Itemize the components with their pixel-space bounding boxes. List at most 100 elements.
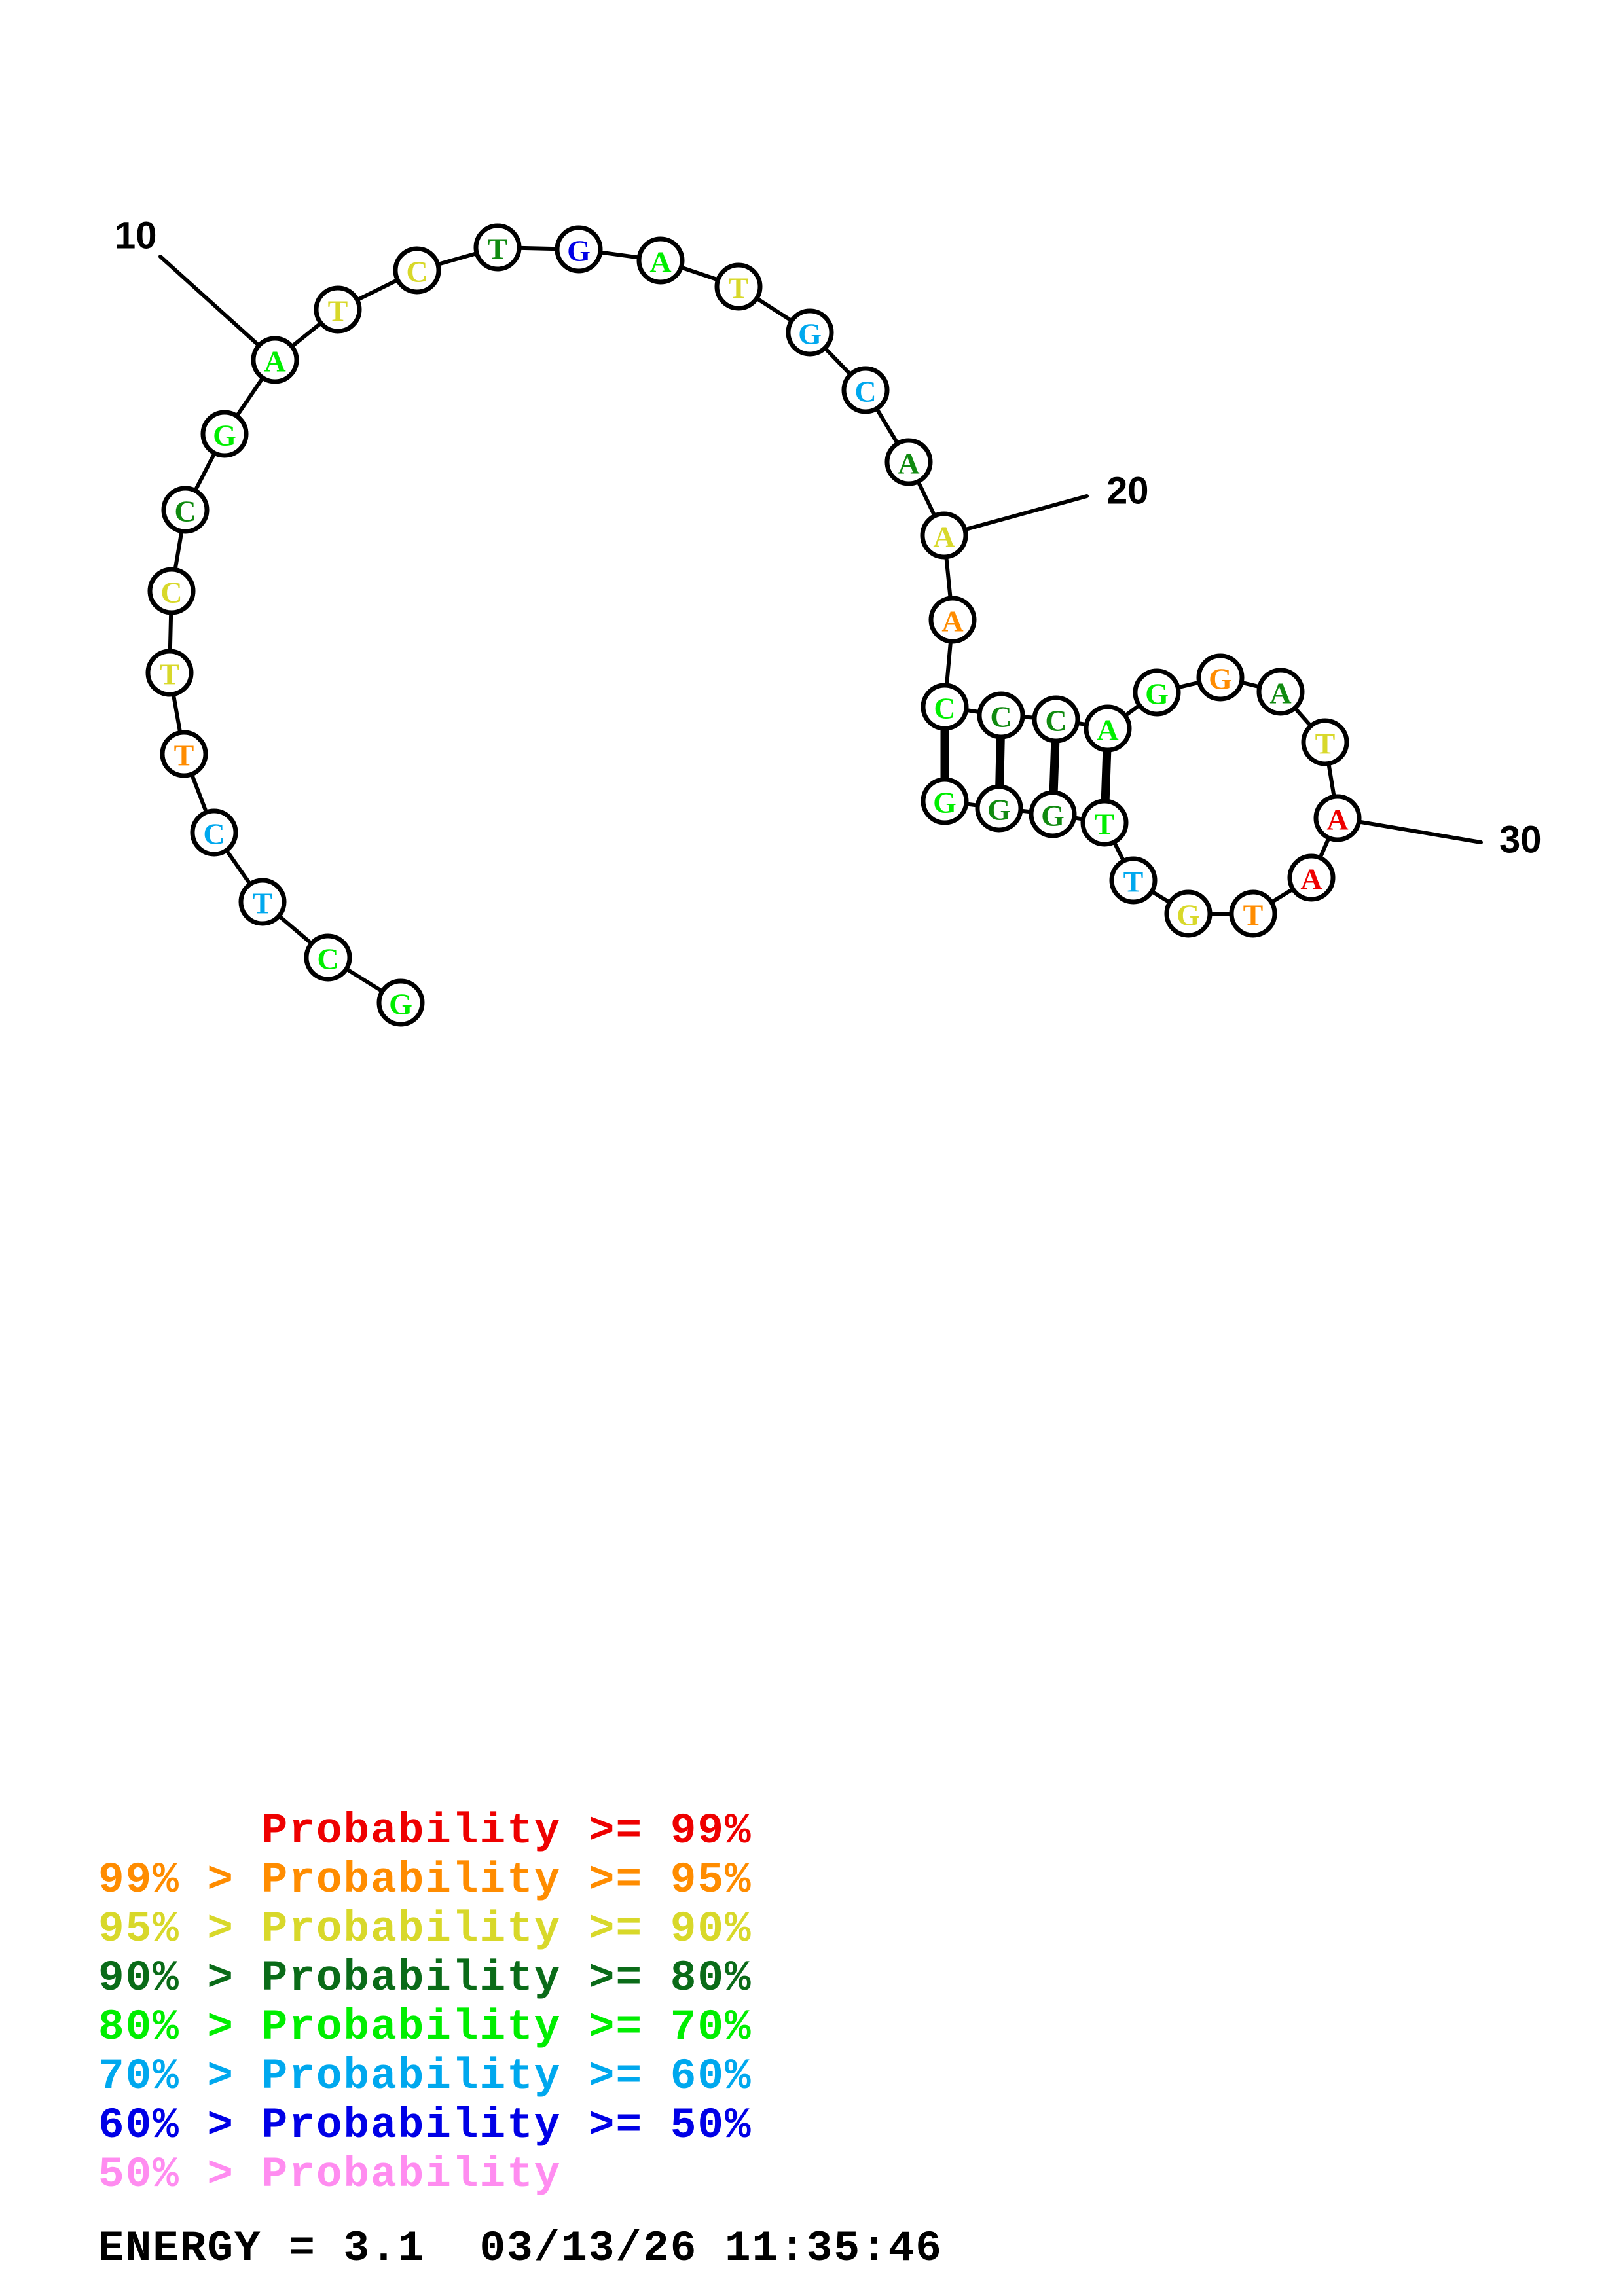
nucleotide-25-A[interactable]: A	[1084, 704, 1132, 753]
legend-row-1: 99% > Probability >= 95%	[98, 1856, 752, 1905]
nucleotide-circle	[928, 596, 977, 644]
nucleotide-23-C[interactable]: C	[977, 691, 1025, 740]
nucleotide-38-G[interactable]: G	[921, 777, 969, 825]
backbone-segment	[596, 250, 643, 260]
backbone-segment	[944, 637, 953, 689]
nucleotide-35-T[interactable]: T	[1080, 798, 1129, 847]
nucleotide-base-letter: G	[1209, 662, 1232, 696]
nucleotide-circle	[190, 808, 238, 857]
backbone-segment	[944, 553, 953, 602]
backbone-segment	[915, 478, 938, 520]
base-pair-bond	[995, 734, 1005, 789]
nucleotide-base-letter: A	[941, 605, 963, 638]
nucleotide-7-C[interactable]: C	[147, 567, 196, 615]
nucleotide-circle	[393, 246, 441, 295]
backbone-segment	[1268, 886, 1296, 905]
nucleotide-29-T[interactable]: T	[1301, 718, 1349, 766]
nucleotide-3-T[interactable]: T	[238, 878, 287, 926]
backbone-segment	[1111, 838, 1127, 865]
nucleotide-circle	[786, 308, 834, 357]
base-pair-bonds	[940, 726, 1112, 804]
backbone-segment	[873, 405, 901, 447]
nucleotide-9-G[interactable]: G	[200, 410, 249, 458]
nucleotide-circle	[921, 777, 969, 825]
nucleotide-34-T[interactable]: T	[1109, 856, 1158, 905]
nucleotide-circle	[376, 978, 425, 1027]
nucleotide-circle	[1029, 790, 1077, 838]
nucleotide-base-letter: T	[1243, 899, 1264, 932]
nucleotide-base-letter: T	[328, 295, 348, 328]
nucleotide-1-G[interactable]: G	[376, 978, 425, 1027]
nucleotide-21-A[interactable]: A	[928, 596, 977, 644]
nucleotide-base-letter: G	[567, 234, 591, 268]
nucleotide-22-C[interactable]: C	[921, 683, 969, 731]
nucleotide-circle	[884, 438, 933, 486]
backbone-segment	[189, 770, 209, 816]
legend-row-2: 95% > Probability >= 90%	[98, 1905, 752, 1954]
position-leader-line	[1336, 816, 1483, 844]
nucleotide-13-T[interactable]: T	[473, 223, 522, 272]
backbone-segment	[289, 320, 324, 350]
nucleotide-31-A[interactable]: A	[1287, 853, 1336, 902]
nucleotide-circle	[1229, 889, 1277, 938]
nucleotide-10-A[interactable]: A	[251, 336, 299, 384]
nucleotide-19-A[interactable]: A	[884, 438, 933, 486]
backbone-segment	[1148, 889, 1173, 905]
nucleotide-circle	[145, 649, 194, 697]
nucleotide-28-A[interactable]: A	[1256, 668, 1305, 716]
nucleotide-16-T[interactable]: T	[714, 262, 763, 311]
nucleotide-circle	[1084, 704, 1132, 753]
nucleotide-17-G[interactable]: G	[786, 308, 834, 357]
energy-timestamp-line: ENERGY = 3.1 03/13/26 11:35:46	[98, 2224, 943, 2273]
nucleotide-circle	[841, 366, 890, 414]
nucleotide-base-letter: A	[898, 447, 919, 480]
nucleotide-26-G[interactable]: G	[1133, 668, 1181, 717]
nucleotide-base-letter: A	[1300, 863, 1322, 896]
nucleotide-base-letter: A	[1097, 713, 1118, 747]
nucleotide-18-C[interactable]: C	[841, 366, 890, 414]
nucleotide-8-C[interactable]: C	[161, 486, 210, 534]
nucleotide-circle	[1164, 889, 1213, 938]
nucleotide-circle	[1287, 853, 1336, 902]
nucleotide-circle	[1313, 794, 1362, 842]
position-label-30: 30	[1499, 819, 1542, 861]
nucleotide-5-T[interactable]: T	[160, 730, 208, 778]
nucleotide-base-letter: A	[1269, 677, 1291, 710]
nucleotide-base-letter: T	[174, 739, 194, 772]
nucleotide-30-A[interactable]: A	[1313, 794, 1362, 842]
nucleotide-circle	[238, 878, 287, 926]
legend-row-4: 80% > Probability >= 70%	[98, 2003, 752, 2052]
nucleotide-14-G[interactable]: G	[555, 225, 603, 274]
nucleotide-36-G[interactable]: G	[1029, 790, 1077, 838]
position-leader-line	[158, 255, 277, 362]
nucleotide-20-A[interactable]: A	[920, 511, 968, 560]
nucleotide-base-letter: A	[264, 345, 285, 378]
backbone-segment	[1292, 705, 1314, 729]
nucleotide-circle	[1109, 856, 1158, 905]
nucleotide-2-C[interactable]: C	[304, 933, 352, 982]
backbone-segment	[276, 913, 315, 946]
nucleotide-circle	[147, 567, 196, 615]
backbone-segment	[234, 374, 266, 420]
legend-row-0: Probability >= 99%	[98, 1806, 752, 1856]
nucleotide-circle	[473, 223, 522, 272]
nucleotide-6-T[interactable]: T	[145, 649, 194, 697]
nucleotide-27-G[interactable]: G	[1196, 653, 1245, 702]
nucleotide-base-letter: C	[317, 942, 338, 976]
nucleotide-24-C[interactable]: C	[1032, 695, 1080, 744]
backbone-segment	[1326, 760, 1336, 800]
nucleotide-11-T[interactable]: T	[314, 285, 362, 334]
backbone-segment	[434, 251, 481, 267]
nucleotide-12-C[interactable]: C	[393, 246, 441, 295]
nucleotide-base-letter: C	[406, 255, 428, 289]
nucleotide-32-T[interactable]: T	[1229, 889, 1277, 938]
nucleotide-15-A[interactable]: A	[636, 236, 685, 285]
nucleotide-4-C[interactable]: C	[190, 808, 238, 857]
nucleotide-37-G[interactable]: G	[975, 784, 1023, 833]
nucleotide-circle	[975, 784, 1023, 833]
base-pair-bond	[1101, 747, 1112, 804]
nucleotide-33-G[interactable]: G	[1164, 889, 1213, 938]
nucleotide-circle	[1133, 668, 1181, 717]
nucleotide-circle	[314, 285, 362, 334]
